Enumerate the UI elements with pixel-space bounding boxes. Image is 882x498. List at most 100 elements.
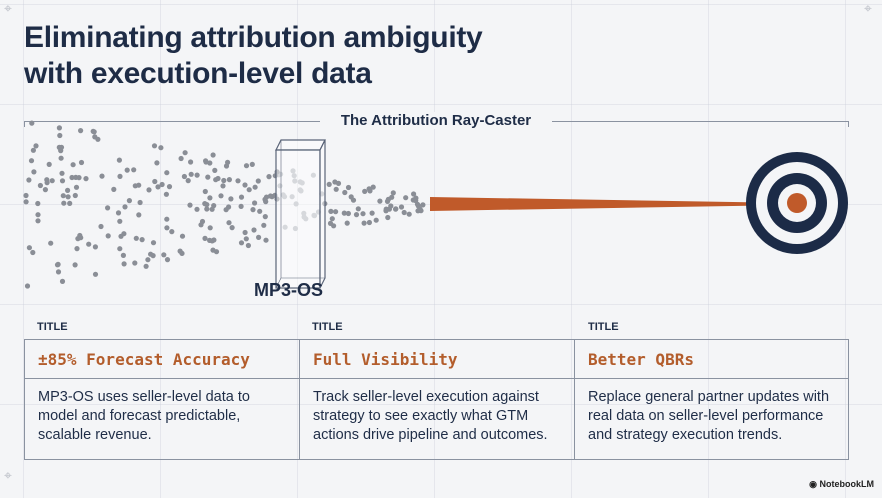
particle-dot xyxy=(111,186,117,192)
particle-dot xyxy=(221,177,227,184)
particle-dot xyxy=(345,210,351,217)
particle-dot xyxy=(74,246,80,252)
particle-dot xyxy=(105,205,111,211)
particle-dot xyxy=(355,206,361,212)
particle-dot xyxy=(78,128,84,134)
particle-dot xyxy=(207,237,213,243)
particle-dot xyxy=(326,181,332,187)
particle-dot xyxy=(29,120,35,126)
particle-dot xyxy=(212,167,218,173)
particle-dot xyxy=(152,178,158,185)
particle-dot xyxy=(56,125,63,131)
particle-dot xyxy=(298,188,304,194)
particle-dot xyxy=(76,175,82,181)
particle-dot xyxy=(161,252,167,258)
particle-dot xyxy=(139,237,145,243)
particle-dot xyxy=(341,210,347,216)
particle-dot xyxy=(150,240,157,246)
particle-dot xyxy=(59,170,65,176)
particle-dot xyxy=(185,178,191,184)
particle-dot xyxy=(243,236,249,242)
particle-dot xyxy=(311,212,317,218)
particle-dot xyxy=(401,209,407,216)
particle-dot xyxy=(366,219,372,226)
particle-dot xyxy=(30,147,36,153)
particle-dot xyxy=(262,214,268,220)
particle-dot xyxy=(243,163,250,169)
particle-dot xyxy=(77,232,83,239)
particle-dot xyxy=(121,231,127,237)
particle-dot xyxy=(26,245,32,251)
crosshair-icon: ⌖ xyxy=(864,0,872,16)
particle-dot xyxy=(154,160,160,166)
particle-dot xyxy=(398,204,405,210)
particle-dot xyxy=(242,182,248,188)
particle-dot xyxy=(54,262,61,268)
particle-dot xyxy=(257,208,263,214)
particle-dot xyxy=(159,181,165,188)
particle-dot xyxy=(117,218,123,224)
particle-dot xyxy=(342,189,348,196)
particle-dot xyxy=(137,199,143,206)
particle-dot xyxy=(181,173,187,180)
particle-dot xyxy=(86,241,92,247)
particle-dot xyxy=(301,214,307,220)
heading-forecast-accuracy: ±85% Forecast Accuracy xyxy=(25,340,300,379)
particle-dot xyxy=(344,220,350,226)
particle-dot xyxy=(263,199,269,205)
particle-dot xyxy=(182,150,188,156)
heading-full-visibility: Full Visibility xyxy=(300,340,575,379)
particle-dot xyxy=(345,184,352,191)
prism xyxy=(275,139,326,289)
particle-dot xyxy=(70,162,76,168)
particle-dot xyxy=(164,257,171,263)
particle-dot xyxy=(370,184,376,190)
particle-dot xyxy=(122,204,128,210)
particle-dot xyxy=(390,190,396,196)
particle-dot xyxy=(28,158,35,164)
particle-dot xyxy=(198,222,204,228)
particle-dot xyxy=(410,197,416,203)
particle-dot xyxy=(61,200,67,206)
particle-dot xyxy=(120,252,126,258)
particle-dot xyxy=(282,224,288,230)
particle-dot xyxy=(35,218,41,224)
particle-dot xyxy=(255,178,261,184)
particle-dot xyxy=(188,159,194,165)
particle-dot xyxy=(291,173,297,179)
particle-dot xyxy=(92,134,98,140)
notebooklm-logo: ◉ NotebookLM xyxy=(809,479,874,490)
particle-dot xyxy=(158,145,164,151)
particle-dot xyxy=(292,178,298,184)
particle-dot xyxy=(246,187,252,193)
particle-dot xyxy=(228,196,234,202)
particle-dot xyxy=(59,178,66,184)
particle-dot xyxy=(30,249,36,256)
particle-dot xyxy=(143,263,149,269)
particle-dot xyxy=(361,220,367,226)
particle-dot xyxy=(383,206,389,212)
particle-dot xyxy=(238,194,245,200)
particle-dot xyxy=(202,201,208,207)
focused-ray xyxy=(430,197,790,211)
particle-dot xyxy=(226,220,232,226)
particle-dot xyxy=(35,200,41,207)
particle-dot xyxy=(92,271,99,277)
particle-dot xyxy=(256,234,262,240)
particle-dot xyxy=(99,173,105,179)
particle-dot xyxy=(207,195,213,201)
particle-dot xyxy=(126,198,132,204)
particle-dot xyxy=(179,233,186,239)
particle-dot xyxy=(292,225,298,232)
particle-dot xyxy=(353,212,360,218)
particle-dot xyxy=(393,206,399,212)
particle-dot xyxy=(48,240,54,246)
particle-dot xyxy=(169,229,175,235)
particle-dot xyxy=(238,240,245,246)
particle-dot xyxy=(23,192,29,199)
particle-dot xyxy=(60,193,66,199)
particle-dot xyxy=(327,220,334,226)
particle-dot xyxy=(403,195,409,201)
particle-dot xyxy=(115,210,122,216)
particle-dot xyxy=(299,180,305,186)
